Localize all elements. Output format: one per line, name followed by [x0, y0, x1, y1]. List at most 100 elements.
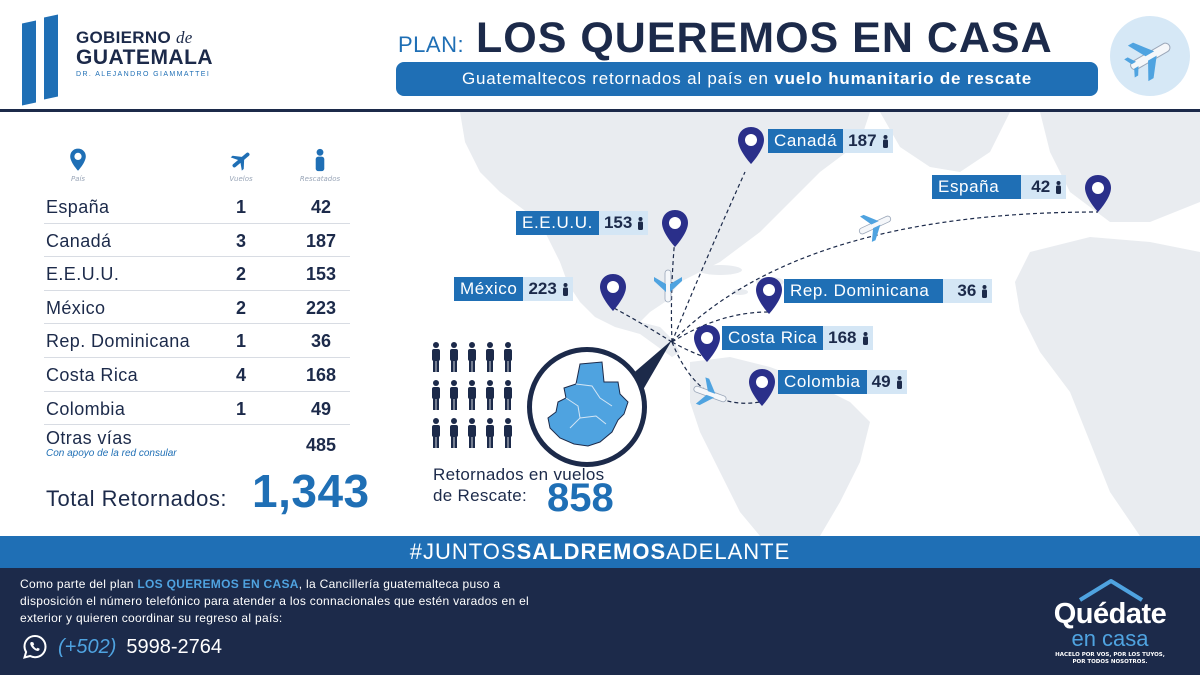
quedate-small-2: POR TODOS NOSOTROS.: [1072, 659, 1148, 665]
quedate-small: HACELO POR VOS, POR LOS TUYOS, POR TODOS…: [1030, 652, 1190, 666]
whatsapp-icon: [23, 634, 47, 659]
hashtag-bar: #JUNTOSSALDREMOSADELANTE: [0, 536, 1200, 568]
rescue-value: 858: [547, 476, 614, 520]
plan-prefix: PLAN:: [398, 32, 465, 57]
map-label-value: 36: [957, 281, 977, 300]
location-pin-icon: [600, 274, 626, 311]
map-label-espana: España 42: [932, 175, 1067, 199]
row-country: E.E.U.U.: [46, 264, 120, 285]
person-icon: [982, 284, 988, 298]
airplane-icon: [858, 214, 892, 242]
person-icon: [1056, 180, 1062, 194]
row-country: Costa Rica: [46, 364, 139, 385]
people-grid: [430, 342, 524, 454]
row-rescued: 485: [305, 435, 337, 456]
logo-line1: GOBIERNO: [76, 28, 171, 47]
map-label-eeuu: E.E.U.U. 153: [516, 211, 649, 235]
row-flights: 3: [235, 230, 246, 251]
footer-text: Como parte del plan LOS QUEREMOS EN CASA…: [20, 576, 530, 627]
table-row: España 1 42: [44, 190, 350, 224]
table-row: Costa Rica 4 168: [44, 358, 350, 392]
header-rescued: Rescatados: [290, 148, 350, 183]
footer-text-part2: , la Cancillería guatemalteca puso a dis…: [20, 577, 530, 625]
row-rescued: 153: [305, 264, 337, 285]
logo-line2: GUATEMALA: [76, 46, 214, 69]
rescue-label: Retornados en vuelos de Rescate:: [433, 464, 604, 506]
hashtag-part2: SALDREMOS: [516, 539, 667, 564]
rescue-label-line1: Retornados en vuelos: [433, 465, 605, 484]
header-country-label: País: [70, 175, 86, 183]
map-label-canada: Canadá 187: [768, 129, 893, 153]
subtitle-bar: Guatemaltecos retornados al país en vuel…: [396, 62, 1098, 96]
row-country: Colombia: [46, 398, 126, 419]
row-country: Canadá: [46, 230, 112, 251]
person-icon: [315, 148, 325, 172]
house-icon: [1078, 579, 1144, 602]
person-icon: [896, 375, 902, 389]
government-logo: GOBIERNO de GUATEMALA DR. ALEJANDRO GIAM…: [20, 14, 220, 106]
row-rescued: 42: [310, 197, 332, 217]
location-pin-icon: [1085, 175, 1111, 212]
map-label-value: 168: [828, 328, 857, 347]
map-label-value: 153: [603, 213, 633, 232]
map-label-name: España: [932, 175, 1022, 199]
table-row: México 2 223: [44, 291, 350, 325]
person-icon: [562, 282, 568, 296]
row-flights: 1: [235, 197, 246, 217]
footer-text-part1: Como parte del plan: [20, 577, 134, 591]
map-label-name: Colombia: [778, 370, 867, 394]
map-label-name: Rep. Dominicana: [784, 279, 944, 303]
row-note: Con apoyo de la red consular: [46, 448, 177, 460]
map-label-value: 42: [1031, 177, 1051, 196]
map-label-value: 187: [848, 131, 877, 150]
guatemala-map-circle: [527, 347, 647, 467]
total-label: Total Retornados:: [46, 486, 227, 511]
phone-number: 5998-2764: [126, 635, 223, 658]
total-value: 1,343: [252, 465, 370, 517]
header-divider: [0, 109, 1200, 112]
location-pin-icon: [756, 277, 782, 314]
header-flights: Vuelos: [224, 148, 258, 183]
phone-code: (+502): [58, 635, 117, 658]
table-row: E.E.U.U. 2 153: [44, 257, 350, 291]
subtitle-bold: vuelo humanitario de rescate: [774, 69, 1032, 88]
quedate-en-casa-logo: Quédate en casa HACELO POR VOS, POR LOS …: [1030, 578, 1190, 670]
map-label-name: E.E.U.U.: [516, 211, 599, 235]
person-icon: [882, 134, 888, 148]
table-row-other: Otras vías Con apoyo de la red consular …: [44, 425, 350, 465]
hashtag-part1: #JUNTOS: [409, 539, 517, 564]
header-flights-label: Vuelos: [229, 175, 253, 183]
row-rescued: 168: [305, 364, 337, 385]
plan-title: LOS QUEREMOS EN CASA: [476, 14, 1053, 62]
logo-line3: DR. ALEJANDRO GIAMMATTEI: [76, 71, 211, 78]
subtitle-normal: Guatemaltecos retornados al país en: [462, 69, 769, 88]
airplane-icon: [1124, 42, 1171, 82]
quedate-small-1: HACELO POR VOS, POR LOS TUYOS,: [1055, 652, 1165, 658]
row-flights: 1: [235, 398, 246, 419]
location-pin-icon: [749, 369, 775, 406]
phone-contact[interactable]: (+502) 5998-2764: [22, 634, 222, 660]
map-label-colombia: Colombia 49: [778, 370, 907, 394]
row-country: México: [46, 297, 106, 318]
location-pin-icon: [738, 127, 764, 164]
footer-text-highlight: LOS QUEREMOS EN CASA: [137, 577, 299, 591]
map-label-name: México: [454, 277, 524, 301]
row-country: Otras vías: [46, 428, 133, 449]
table-header: País Vuelos Rescatados: [44, 148, 350, 190]
row-rescued: 223: [305, 297, 337, 318]
map-label-costarica: Costa Rica 168: [722, 326, 873, 350]
map-label-name: Canadá: [768, 129, 844, 153]
row-country: Rep. Dominicana: [46, 331, 191, 352]
header-country: País: [58, 148, 98, 183]
table-row: Rep. Dominicana 1 36: [44, 324, 350, 358]
location-pin-icon: [70, 148, 86, 171]
map-label-name: Costa Rica: [722, 326, 824, 350]
row-flights: 2: [235, 264, 246, 285]
map-label-repdom: Rep. Dominicana 36: [784, 279, 993, 303]
hashtag-part3: ADELANTE: [666, 539, 791, 564]
logo-line1-italic: de: [176, 28, 193, 47]
row-rescued: 187: [305, 230, 337, 251]
quedate-sub: en casa: [1071, 626, 1149, 651]
row-rescued: 49: [310, 398, 332, 419]
location-pin-icon: [694, 325, 720, 362]
